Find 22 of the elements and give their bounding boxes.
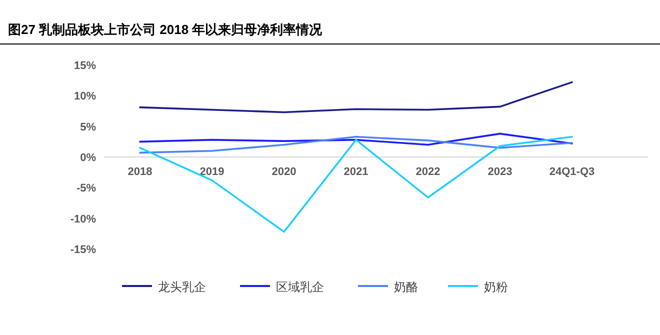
legend-label: 奶酪 bbox=[394, 280, 418, 294]
x-tick-label: 24Q1-Q3 bbox=[549, 166, 595, 178]
legend-label: 奶粉 bbox=[484, 280, 508, 294]
legend-label: 龙头乳企 bbox=[158, 280, 206, 294]
line-series bbox=[139, 132, 573, 146]
legend-label: 区域乳企 bbox=[276, 280, 324, 294]
y-tick-label: 10% bbox=[74, 90, 96, 103]
x-tick-label: 2020 bbox=[272, 166, 296, 178]
y-tick-label: 15% bbox=[74, 60, 96, 72]
y-tick-label: 5% bbox=[80, 121, 96, 134]
x-tick-label: 2023 bbox=[488, 166, 512, 178]
y-tick-label: -10% bbox=[70, 213, 96, 226]
x-tick-label: 2018 bbox=[128, 166, 152, 178]
x-tick-label: 2019 bbox=[200, 166, 224, 178]
y-tick-label: -5% bbox=[76, 182, 96, 195]
line-series bbox=[139, 136, 573, 154]
y-tick-label: -15% bbox=[70, 244, 96, 256]
y-tick-label: 0% bbox=[80, 152, 96, 164]
line-series bbox=[139, 81, 573, 114]
x-tick-label: 2022 bbox=[416, 166, 440, 178]
x-tick-label: 2021 bbox=[344, 166, 368, 178]
chart-title: 图27 乳制品板块上市公司 2018 年以来归母净利率情况 bbox=[8, 22, 324, 37]
